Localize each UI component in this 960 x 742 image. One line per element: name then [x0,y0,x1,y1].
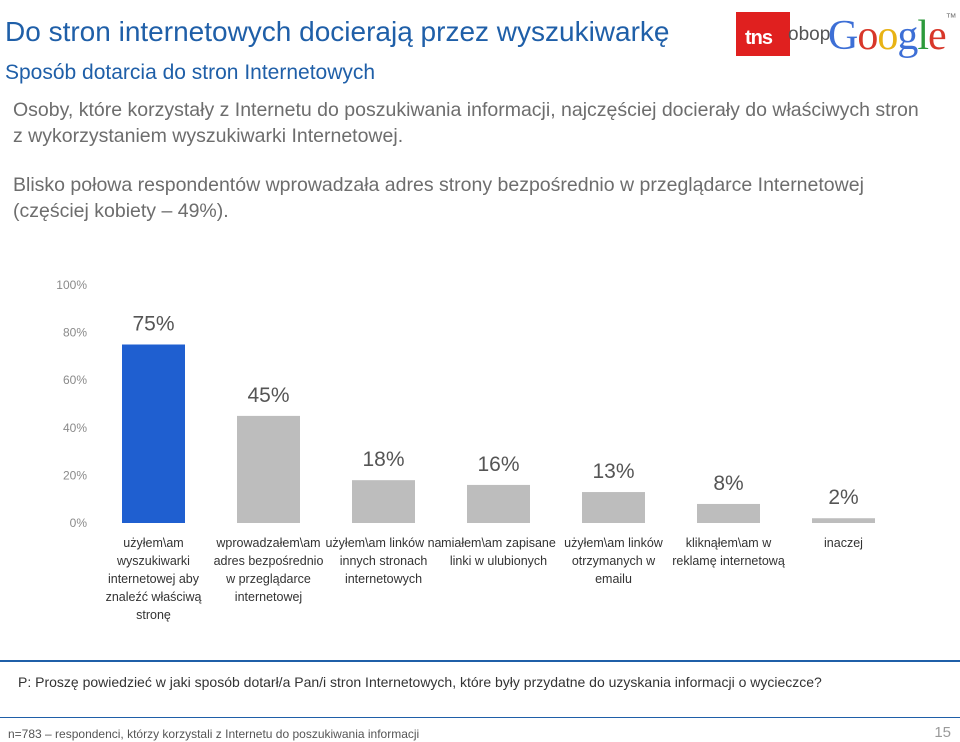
category-label: miałem\am zapisane linki w ulubionych [441,536,556,568]
bar [122,344,185,523]
category-label: kliknąłem\am w reklamę internetową [672,536,785,568]
category-label: użyłem\am linków na innych stronach inte… [325,536,442,586]
bar [812,518,875,523]
page-number: 15 [934,724,951,741]
bar-value-label: 18% [362,448,404,471]
bar-value-label: 75% [132,313,174,336]
bar [467,484,530,523]
bar [237,415,300,523]
value-labels: 75% 45% 18% 16% 13% 8% 2% [132,313,858,510]
category-label: inaczej [824,536,863,550]
bar [582,492,645,523]
y-tick-label: 40% [63,421,87,435]
summary-paragraph: Blisko połowa respondentów wprowadzała a… [13,174,864,222]
tns-logo: tns [736,12,790,56]
y-tick-label: 60% [63,373,87,387]
google-letter: o [877,13,898,59]
page-title: Do stron internetowych docierają przez w… [5,16,670,47]
y-tick-label: 0% [70,516,88,530]
category-label: wprowadzałem\am adres bezpośrednio w prz… [213,536,324,604]
google-trademark: ™ [945,12,957,24]
obop-logo-text: obop [788,24,831,45]
google-logo: Google™ [828,12,957,60]
google-letter: o [857,13,878,59]
bar-value-label: 8% [713,472,743,495]
y-tick-label: 80% [63,326,87,340]
logos: tns obop Google™ [732,8,957,59]
google-letter: g [897,13,918,59]
bar [697,503,760,523]
y-axis-ticks: 0% 20% 40% 60% 80% 100% [56,278,87,530]
bar-value-label: 45% [247,384,289,407]
google-letter: e [928,13,947,59]
bars [122,344,875,523]
divider [0,717,960,718]
bar-value-label: 16% [477,453,519,476]
google-letter: G [828,13,858,59]
category-label: użyłem\am wyszukiwarki internetowej aby … [105,536,202,622]
survey-question: P: Proszę powiedzieć w jaki sposób dotar… [18,674,822,690]
bar [352,480,415,523]
y-tick-label: 100% [56,278,87,292]
divider [0,660,960,662]
y-tick-label: 20% [63,468,87,482]
bar-value-label: 2% [828,486,858,509]
bar-value-label: 13% [592,460,634,483]
sample-footnote: n=783 – respondenci, którzy korzystali z… [8,727,420,741]
google-letter: l [917,13,929,59]
page-subtitle: Sposób dotarcia do stron Internetowych [5,61,376,84]
category-label: użyłem\am linków otrzymanych w emailu [564,536,663,586]
intro-paragraph: Osoby, które korzystały z Internetu do p… [13,99,919,147]
tns-logo-text: tns [745,27,773,49]
